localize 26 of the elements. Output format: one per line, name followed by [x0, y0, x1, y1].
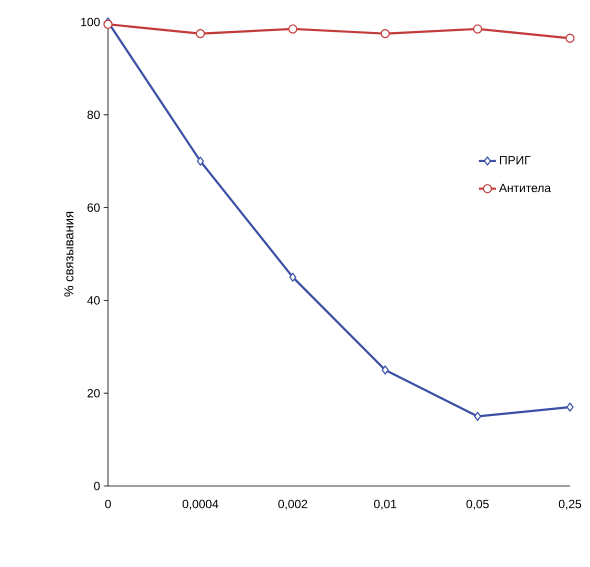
x-tick-label: 0,01 — [374, 500, 396, 510]
point — [566, 402, 574, 412]
x-tick-label: 0,25 — [558, 500, 582, 510]
x-tick-label: 0,05 — [466, 500, 489, 510]
y-axis-title: % связывания — [64, 212, 74, 296]
y-tick-label: 60 — [88, 203, 100, 212]
legend-label: ПРИГ — [500, 156, 530, 164]
point — [289, 272, 296, 282]
x-tick-label: 0,0004 — [182, 500, 218, 510]
legend-label: Антитела — [499, 184, 551, 192]
point — [196, 156, 204, 166]
point — [382, 365, 389, 375]
point — [380, 28, 390, 38]
point — [474, 412, 482, 421]
y-tick-label: 20 — [88, 388, 100, 398]
point — [473, 24, 482, 34]
point — [103, 20, 113, 29]
x-tick-label: 0 — [105, 500, 111, 508]
y-tick-label: 80 — [87, 110, 100, 120]
y-tick-label: 0 — [94, 482, 100, 490]
point — [288, 24, 298, 34]
x-tick-label: 0,002 — [278, 500, 308, 510]
y-tick-label: 100 — [81, 18, 100, 26]
point — [565, 34, 575, 43]
y-tick-label: 40 — [87, 296, 100, 305]
point — [196, 28, 205, 38]
